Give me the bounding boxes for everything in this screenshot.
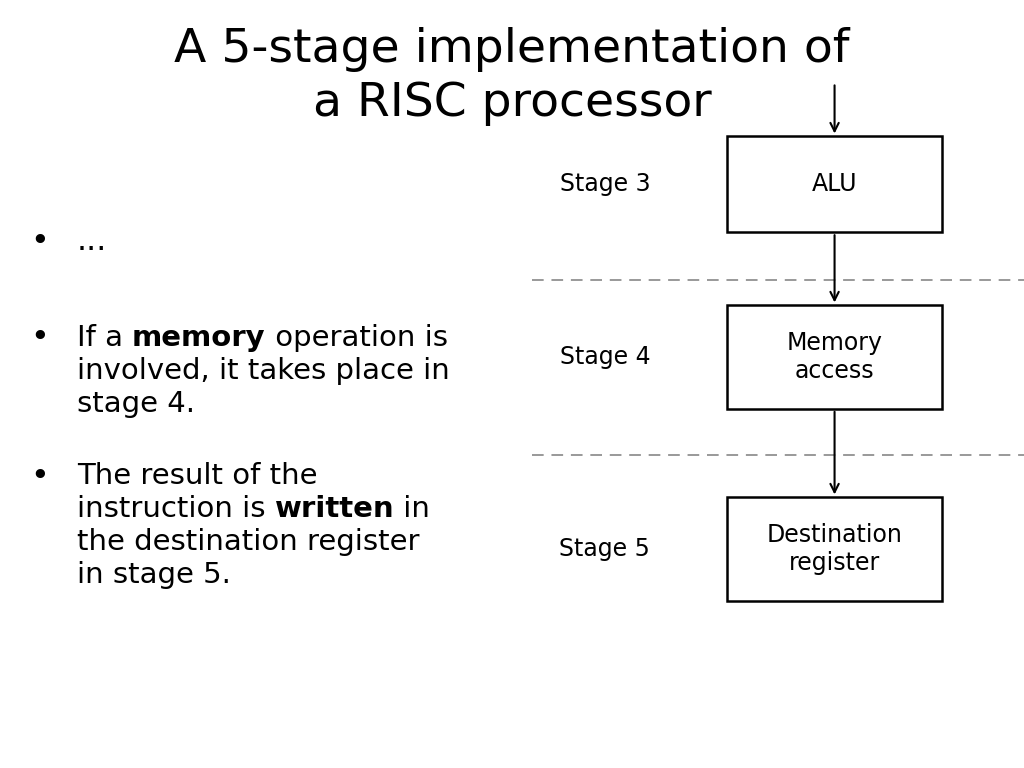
Text: Stage 4: Stage 4	[559, 345, 650, 369]
Text: a RISC processor: a RISC processor	[312, 81, 712, 126]
Text: operation is: operation is	[265, 324, 447, 352]
Text: Stage 5: Stage 5	[559, 537, 650, 561]
Text: ...: ...	[77, 227, 108, 257]
Text: Stage 3: Stage 3	[559, 172, 650, 197]
Text: ALU: ALU	[812, 172, 857, 197]
Text: the destination register: the destination register	[77, 528, 419, 556]
Text: •: •	[31, 323, 49, 353]
Text: If a: If a	[77, 324, 132, 352]
Text: written: written	[274, 495, 394, 523]
Text: Destination
register: Destination register	[767, 523, 902, 575]
Bar	[727, 305, 942, 409]
Text: instruction is: instruction is	[77, 495, 274, 523]
Text: A 5-stage implementation of: A 5-stage implementation of	[174, 28, 850, 72]
Text: stage 4.: stage 4.	[77, 390, 195, 418]
Text: in: in	[394, 495, 430, 523]
Text: memory: memory	[132, 324, 265, 352]
Text: •: •	[31, 227, 49, 257]
Text: involved, it takes place in: involved, it takes place in	[77, 357, 450, 385]
Text: •: •	[31, 461, 49, 492]
Text: Memory
access: Memory access	[786, 331, 883, 383]
Text: The result of the: The result of the	[77, 462, 317, 490]
Bar	[727, 498, 942, 601]
Text: in stage 5.: in stage 5.	[77, 561, 230, 589]
Bar	[727, 137, 942, 232]
